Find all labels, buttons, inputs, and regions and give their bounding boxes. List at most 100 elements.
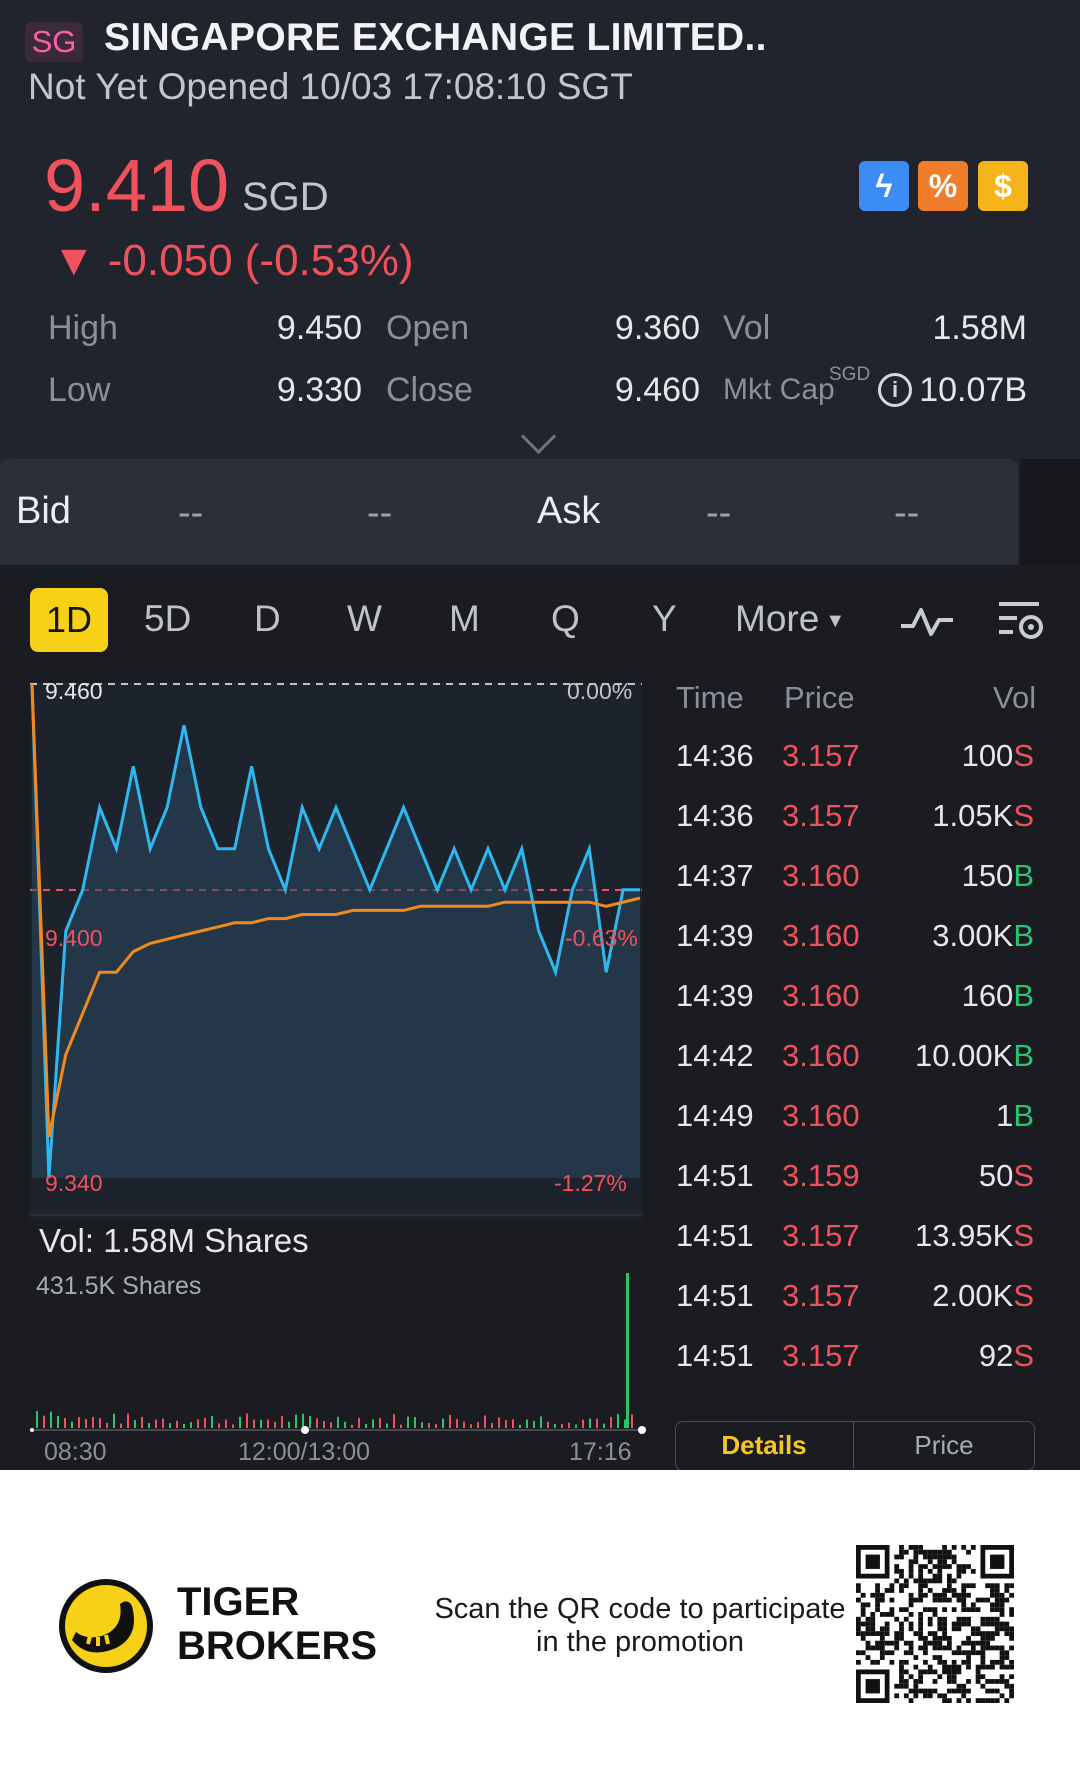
volume-bar — [610, 1417, 612, 1428]
volume-bar — [267, 1419, 269, 1428]
high-value: 9.450 — [276, 309, 362, 347]
tab-more[interactable]: More ▼ — [735, 598, 845, 640]
volume-bar — [582, 1419, 584, 1428]
volume-bar — [533, 1420, 535, 1428]
qr-code[interactable] — [856, 1545, 1014, 1708]
volume-bar — [85, 1419, 87, 1428]
volume-bar — [568, 1422, 570, 1428]
volume-bar — [162, 1418, 164, 1428]
tab-d[interactable]: D — [254, 598, 281, 639]
volume-title: Vol: 1.58M Shares — [39, 1222, 309, 1259]
bid-size: -- — [367, 492, 393, 534]
tab-q[interactable]: Q — [551, 598, 580, 639]
close-label: Close — [386, 371, 473, 409]
volume-bar — [309, 1416, 311, 1428]
vol-label: Vol — [723, 309, 771, 347]
y-mid-label: 9.400 — [45, 925, 103, 951]
volume-bar — [358, 1417, 360, 1428]
high-label: High — [48, 309, 118, 347]
volume-bar — [190, 1422, 192, 1428]
volume-bar — [148, 1422, 150, 1428]
volume-bar — [260, 1419, 262, 1428]
volume-bar — [246, 1413, 248, 1428]
volume-bar — [561, 1424, 563, 1428]
volume-bar — [631, 1414, 633, 1428]
volume-bar — [134, 1419, 136, 1428]
volume-bar — [393, 1414, 395, 1428]
brand-line-1: TIGER — [177, 1580, 300, 1624]
bid-price: -- — [178, 492, 204, 534]
volume-bar — [379, 1417, 381, 1428]
lightning-icon[interactable]: ϟ — [859, 161, 909, 211]
volume-bar — [302, 1413, 304, 1428]
intraday-chart[interactable] — [0, 670, 660, 1470]
volume-bar — [225, 1419, 227, 1428]
volume-bar — [36, 1411, 38, 1428]
vol-value: 1.58M — [932, 309, 1028, 347]
volume-bar — [274, 1421, 276, 1428]
ask-price: -- — [706, 492, 732, 534]
stock-title: SINGAPORE EXCHANGE LIMITED.. — [104, 16, 767, 59]
tab-1d[interactable]: 1D — [30, 588, 108, 652]
price-tab[interactable]: Price — [914, 1430, 974, 1460]
tab-w[interactable]: W — [347, 598, 382, 639]
volume-bar — [470, 1424, 472, 1428]
volume-bar — [253, 1419, 255, 1428]
trades-vol-header: Vol — [993, 680, 1037, 715]
tab-5d[interactable]: 5D — [144, 598, 192, 639]
percent-icon[interactable]: % — [918, 161, 968, 211]
x-label-midday: 12:00/13:00 — [238, 1438, 371, 1466]
volume-bar — [519, 1424, 521, 1428]
exchange-badge: SG — [25, 22, 83, 62]
price-change: ▼ -0.050 (-0.53%) — [52, 236, 414, 285]
x-label-close: 17:16 — [569, 1438, 632, 1466]
tiger-logo — [58, 1578, 154, 1679]
trades-time-header: Time — [676, 680, 744, 715]
volume-bar — [386, 1423, 388, 1428]
volume-bar — [400, 1424, 402, 1428]
last-price: 9.410 — [44, 144, 230, 227]
volume-bar — [113, 1413, 115, 1428]
volume-bar — [435, 1424, 437, 1428]
bid-ask-side-strip — [1020, 459, 1080, 565]
volume-bar — [288, 1421, 290, 1428]
volume-bar — [71, 1421, 73, 1428]
y-bottom-label: 9.340 — [45, 1170, 103, 1196]
volume-bar — [176, 1420, 178, 1428]
brand-line-2: BROKERS — [177, 1624, 378, 1668]
volume-bar — [442, 1418, 444, 1428]
volume-bar — [498, 1417, 500, 1428]
volume-bar — [169, 1423, 171, 1428]
dollar-icon[interactable]: $ — [978, 161, 1028, 211]
tab-more-label: More — [735, 598, 820, 639]
tab-m[interactable]: M — [449, 598, 480, 639]
y-bottom-pct: -1.27% — [554, 1170, 627, 1196]
volume-bar — [505, 1420, 507, 1428]
x-label-open: 08:30 — [44, 1438, 107, 1466]
volume-bar — [449, 1414, 451, 1428]
y-top-label: 9.460 — [45, 678, 103, 704]
volume-bar — [323, 1421, 325, 1428]
volume-bar — [239, 1416, 241, 1428]
indicator-icon[interactable] — [899, 598, 955, 649]
volume-bar — [617, 1414, 619, 1428]
volume-bar — [204, 1417, 206, 1428]
end-marker — [638, 1426, 646, 1434]
volume-bar — [414, 1417, 416, 1428]
y-mid-pct: -0.63% — [565, 925, 638, 951]
mktcap-currency: SGD — [829, 364, 871, 385]
avg-price-line — [30, 683, 641, 1138]
volume-bar — [99, 1418, 101, 1428]
trades-price-header: Price — [784, 680, 855, 715]
details-tab[interactable]: Details — [675, 1421, 854, 1469]
caret-down-icon: ▼ — [825, 609, 846, 632]
info-icon[interactable]: i — [878, 373, 912, 407]
volume-bar — [141, 1416, 143, 1428]
volume-bar — [183, 1424, 185, 1428]
volume-bar — [589, 1418, 591, 1428]
tab-y[interactable]: Y — [652, 598, 677, 639]
chart-settings-icon[interactable] — [995, 596, 1049, 651]
volume-bar — [64, 1417, 66, 1428]
brand-name: TIGER BROKERS — [177, 1580, 377, 1668]
price-line — [30, 683, 640, 1179]
